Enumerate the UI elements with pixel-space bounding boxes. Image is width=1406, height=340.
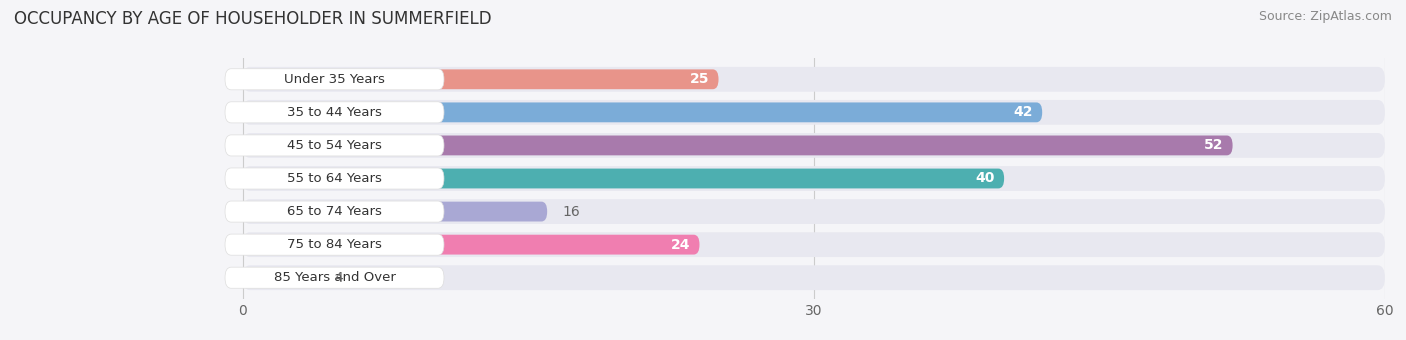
- FancyBboxPatch shape: [243, 202, 547, 221]
- FancyBboxPatch shape: [243, 102, 1042, 122]
- FancyBboxPatch shape: [243, 268, 319, 288]
- Text: 85 Years and Over: 85 Years and Over: [274, 271, 395, 284]
- FancyBboxPatch shape: [243, 232, 1385, 257]
- Text: 16: 16: [562, 205, 581, 219]
- Text: 52: 52: [1204, 138, 1223, 152]
- Text: 65 to 74 Years: 65 to 74 Years: [287, 205, 382, 218]
- FancyBboxPatch shape: [243, 67, 1385, 92]
- FancyBboxPatch shape: [243, 69, 718, 89]
- Text: 40: 40: [976, 171, 994, 186]
- FancyBboxPatch shape: [225, 102, 444, 123]
- Text: Under 35 Years: Under 35 Years: [284, 73, 385, 86]
- FancyBboxPatch shape: [243, 166, 1385, 191]
- FancyBboxPatch shape: [243, 136, 1233, 155]
- Text: 45 to 54 Years: 45 to 54 Years: [287, 139, 382, 152]
- Text: 25: 25: [689, 72, 709, 86]
- FancyBboxPatch shape: [243, 265, 1385, 290]
- FancyBboxPatch shape: [225, 168, 444, 189]
- Text: OCCUPANCY BY AGE OF HOUSEHOLDER IN SUMMERFIELD: OCCUPANCY BY AGE OF HOUSEHOLDER IN SUMME…: [14, 10, 492, 28]
- Text: 35 to 44 Years: 35 to 44 Years: [287, 106, 382, 119]
- FancyBboxPatch shape: [225, 234, 444, 255]
- FancyBboxPatch shape: [243, 133, 1385, 158]
- FancyBboxPatch shape: [243, 235, 700, 255]
- FancyBboxPatch shape: [243, 199, 1385, 224]
- FancyBboxPatch shape: [225, 69, 444, 90]
- Text: 75 to 84 Years: 75 to 84 Years: [287, 238, 382, 251]
- FancyBboxPatch shape: [225, 267, 444, 288]
- FancyBboxPatch shape: [243, 169, 1004, 188]
- FancyBboxPatch shape: [225, 135, 444, 156]
- Text: 55 to 64 Years: 55 to 64 Years: [287, 172, 382, 185]
- FancyBboxPatch shape: [243, 100, 1385, 125]
- Text: Source: ZipAtlas.com: Source: ZipAtlas.com: [1258, 10, 1392, 23]
- Text: 4: 4: [335, 271, 343, 285]
- Text: 24: 24: [671, 238, 690, 252]
- FancyBboxPatch shape: [225, 201, 444, 222]
- Text: 42: 42: [1014, 105, 1032, 119]
